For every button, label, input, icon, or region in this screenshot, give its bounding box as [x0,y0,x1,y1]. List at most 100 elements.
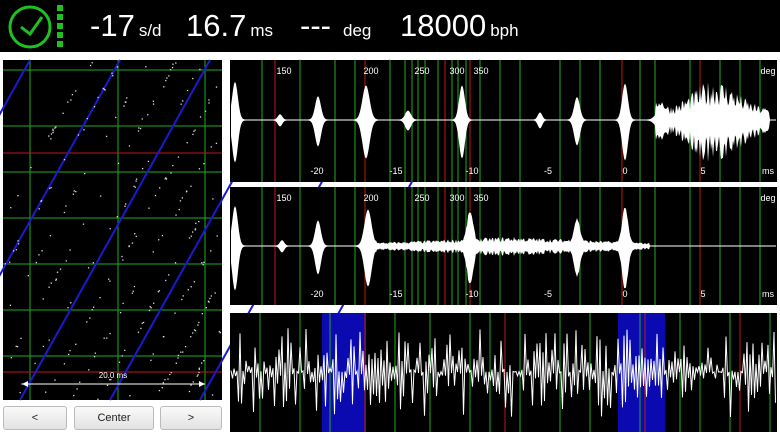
dot [110,379,112,381]
dot [19,391,21,394]
dot [94,352,97,354]
dot [17,243,20,245]
dot [192,77,194,80]
dot [137,331,140,333]
dot [216,235,218,237]
dot [152,353,154,355]
ms-label: -15 [389,166,402,176]
dot [179,200,182,202]
dot [168,274,170,276]
dot [107,278,110,280]
dot [50,138,52,140]
dot [171,66,174,69]
arrow-head [199,381,205,387]
dot [65,260,67,262]
dot [30,166,32,169]
dot [106,337,108,339]
dot [10,357,13,359]
dot [73,190,75,192]
dot [93,106,96,108]
ms-label: -15 [389,289,402,299]
dot [72,193,75,195]
dot [202,264,204,266]
deg-label: 250 [414,193,429,203]
dot [215,86,218,88]
dot [119,311,122,314]
dot [193,281,195,283]
ms-label: -10 [465,289,478,299]
deg-label: 150 [276,193,291,203]
dot [17,195,19,197]
dot [218,331,220,333]
diagonal-line [0,59,121,277]
dot [69,249,71,251]
dot [117,162,120,165]
dot [128,245,130,247]
dot [50,133,53,135]
next-button[interactable]: > [160,406,222,430]
dot [203,163,205,165]
dot [212,198,214,200]
bph-unit: bph [490,21,519,40]
dot [135,178,138,180]
dot [172,164,174,167]
dot [141,118,143,120]
dot [172,63,174,65]
dot [135,235,137,238]
scale-label: 20.0 ms [99,371,127,380]
dot [157,291,160,293]
dot [84,172,86,175]
deg-label: 300 [449,193,464,203]
beat-error-unit: ms [250,21,274,40]
dot [134,186,136,188]
dot [52,131,54,134]
dot [182,351,184,353]
header-bar: -17 s/d 16.7 ms --- deg 18000 bph [0,0,780,52]
dot [41,250,43,252]
dot [209,297,211,300]
dot [75,343,77,345]
dot [169,373,171,376]
dot [198,371,200,374]
dot [103,337,105,339]
dot [89,317,91,319]
prev-button[interactable]: < [3,406,67,430]
dot [198,367,200,369]
dot [52,128,54,130]
dot [103,88,105,90]
dot [192,381,194,383]
dot [126,97,128,99]
dot [27,275,29,277]
dot [86,117,88,120]
rate-readout: -17 s/d [90,8,162,44]
dot [148,207,150,209]
dot [204,110,207,112]
dot [210,146,212,148]
dot [50,282,52,284]
dot [164,178,166,180]
dot [152,103,155,105]
dot [205,307,207,309]
dot [196,375,198,377]
dot [187,289,189,291]
center-button[interactable]: Center [74,406,154,430]
dot [109,280,111,282]
dot [63,159,66,161]
dot [210,295,212,297]
dot [163,86,165,88]
dot [131,292,134,294]
dot [147,114,149,116]
dot [52,129,54,132]
dot [91,62,93,64]
deg-unit: deg [760,193,775,203]
dot [165,177,167,179]
dot [182,100,184,102]
dot [190,384,192,386]
signal-panel [230,313,777,432]
dot [129,395,131,397]
dot [190,336,192,338]
dot [82,223,85,225]
dot [153,302,155,304]
dot [15,249,17,251]
